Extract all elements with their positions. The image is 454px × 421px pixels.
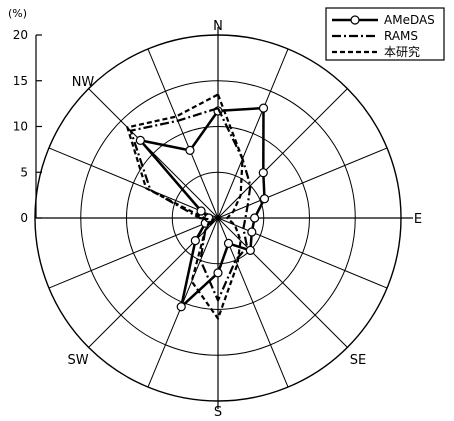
spoke-se — [217, 217, 348, 348]
data-point-nnw — [185, 145, 195, 155]
radial-axis: 0 5 10 15 20 (%) — [8, 7, 413, 409]
direction-labels: N E S NW SE SW — [67, 19, 422, 420]
percent-tick-label: 20 — [13, 28, 28, 42]
series-line-2 — [126, 93, 244, 320]
spoke-wnw — [48, 147, 219, 219]
data-point-sw — [190, 236, 200, 246]
direction-label-e: E — [414, 212, 422, 227]
spoke-nne — [217, 48, 289, 219]
data-point-ese — [247, 227, 257, 237]
direction-label-se: SE — [350, 353, 366, 368]
legend-label-1: RAMS — [384, 29, 418, 43]
percent-tick-label: 15 — [13, 74, 28, 88]
spoke-wsw — [48, 217, 219, 289]
direction-label-n: N — [213, 19, 223, 34]
data-point-wnw — [196, 206, 206, 216]
data-point-nne — [258, 103, 269, 113]
spoke-ene — [217, 147, 388, 219]
spoke-ese — [217, 217, 388, 289]
legend-box — [325, 7, 445, 61]
data-point-s — [213, 268, 223, 278]
data-point-e — [250, 213, 260, 223]
data-point-ene — [259, 194, 270, 204]
series-line-1 — [129, 107, 252, 302]
legend-label-2: 本研究 — [384, 44, 420, 59]
direction-label-nw: NW — [72, 75, 95, 90]
percent-tick-label: 0 — [20, 211, 28, 225]
legend-label-0: AMeDAS — [384, 13, 435, 27]
data-point-ne — [258, 168, 268, 178]
percent-tick-label: 5 — [20, 165, 28, 179]
spoke-nnw — [147, 48, 219, 219]
spoke-ne — [217, 88, 348, 219]
percent-tick-label: 10 — [13, 120, 28, 134]
data-point-nw — [135, 135, 145, 145]
data-point-sse — [223, 238, 234, 248]
legend-marker-0 — [350, 15, 360, 25]
data-point-se — [245, 245, 255, 255]
direction-label-s: S — [214, 405, 222, 420]
data-series — [126, 93, 270, 320]
direction-label-sw: SW — [67, 353, 88, 368]
unit-label: (%) — [8, 7, 27, 20]
spoke-nw — [88, 88, 219, 219]
data-point-ssw — [176, 302, 186, 312]
